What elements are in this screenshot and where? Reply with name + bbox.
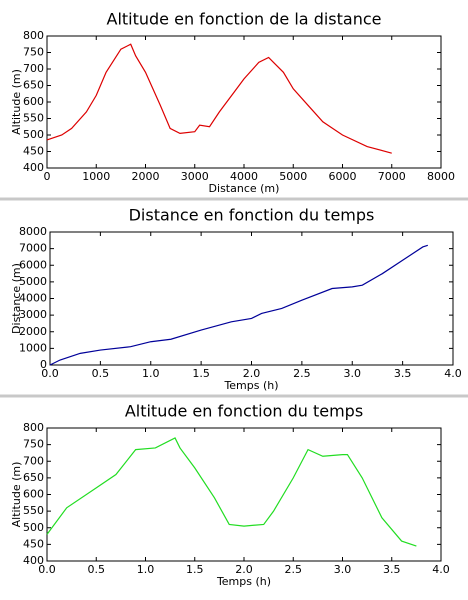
x-tick-label: 8000 xyxy=(427,170,455,183)
data-line xyxy=(46,43,392,154)
x-tick-label: 3.0 xyxy=(334,563,352,576)
x-tick-label: 3.5 xyxy=(383,563,401,576)
x-tick-label: 5000 xyxy=(279,170,307,183)
y-tick-label: 8000 xyxy=(19,225,47,238)
y-tick-label: 750 xyxy=(23,438,44,451)
x-axis-label: Temps (h) xyxy=(223,379,278,392)
y-tick-label: 700 xyxy=(23,62,44,75)
x-axis-label: Distance (m) xyxy=(209,182,280,195)
x-tick-label: 3000 xyxy=(181,170,209,183)
x-tick-label: 4000 xyxy=(230,170,258,183)
x-tick-label: 2.5 xyxy=(293,367,311,380)
x-tick-label: 0 xyxy=(44,170,51,183)
data-line xyxy=(46,437,417,547)
x-tick-label: 4.0 xyxy=(444,367,462,380)
y-tick-label: 5000 xyxy=(19,275,47,288)
y-tick-label: 4000 xyxy=(19,292,47,305)
y-axis-label: Altitude (m) xyxy=(10,69,23,135)
x-tick-label: 1000 xyxy=(82,170,110,183)
y-tick-label: 3000 xyxy=(19,308,47,321)
y-tick-label: 550 xyxy=(23,504,44,517)
y-axis-label: Distance (m) xyxy=(10,263,23,334)
x-tick-label: 7000 xyxy=(378,170,406,183)
y-tick-label: 650 xyxy=(23,79,44,92)
y-tick-label: 400 xyxy=(23,161,44,174)
y-tick-label: 450 xyxy=(23,537,44,550)
y-tick-label: 800 xyxy=(23,421,44,434)
x-tick-label: 0.5 xyxy=(88,563,106,576)
x-tick-label: 1.5 xyxy=(186,563,204,576)
y-tick-label: 800 xyxy=(23,29,44,42)
y-tick-label: 7000 xyxy=(19,242,47,255)
plot-area xyxy=(46,35,442,169)
y-tick-label: 6000 xyxy=(19,258,47,271)
y-tick-label: 0 xyxy=(40,358,47,371)
x-axis-label: Temps (h) xyxy=(216,575,271,588)
y-tick-label: 700 xyxy=(23,454,44,467)
y-tick-label: 600 xyxy=(23,95,44,108)
y-tick-label: 500 xyxy=(23,128,44,141)
y-tick-label: 500 xyxy=(23,521,44,534)
y-tick-label: 650 xyxy=(23,471,44,484)
x-tick-label: 3.5 xyxy=(394,367,412,380)
x-tick-label: 0.0 xyxy=(38,563,56,576)
x-tick-label: 0.5 xyxy=(92,367,110,380)
chart-title: Distance en fonction du temps xyxy=(129,206,375,225)
x-tick-label: 1.0 xyxy=(137,563,155,576)
y-tick-label: 600 xyxy=(23,488,44,501)
x-tick-label: 1.0 xyxy=(142,367,160,380)
plot-area xyxy=(49,231,454,366)
y-tick-label: 2000 xyxy=(19,325,47,338)
x-tick-label: 2.0 xyxy=(235,563,253,576)
x-tick-label: 6000 xyxy=(329,170,357,183)
y-axis-label: Altitude (m) xyxy=(10,462,23,528)
data-line xyxy=(49,244,429,366)
chart-title: Altitude en fonction du temps xyxy=(125,402,363,421)
x-tick-label: 4.0 xyxy=(432,563,450,576)
x-tick-label: 2000 xyxy=(132,170,160,183)
y-tick-label: 400 xyxy=(23,554,44,567)
x-tick-label: 0.0 xyxy=(41,367,59,380)
x-tick-label: 2.0 xyxy=(243,367,261,380)
y-tick-label: 450 xyxy=(23,145,44,158)
x-tick-label: 2.5 xyxy=(285,563,303,576)
y-tick-label: 750 xyxy=(23,46,44,59)
x-tick-label: 3.0 xyxy=(344,367,362,380)
x-tick-label: 1.5 xyxy=(192,367,210,380)
chart-title: Altitude en fonction de la distance xyxy=(107,10,382,29)
y-tick-label: 550 xyxy=(23,112,44,125)
plot-area xyxy=(46,427,442,562)
y-tick-label: 1000 xyxy=(19,341,47,354)
